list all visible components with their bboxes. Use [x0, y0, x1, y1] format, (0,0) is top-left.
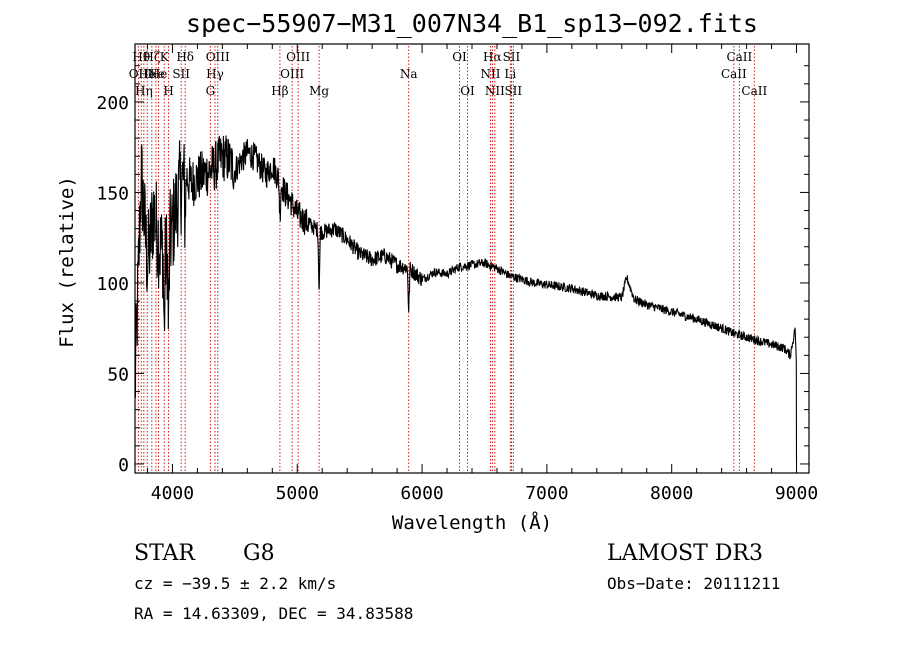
line-marker-label: He [150, 67, 168, 81]
line-marker-label: Na [400, 67, 418, 81]
line-marker-label: SII [172, 67, 190, 81]
line-marker-label: OIII [206, 50, 230, 64]
ra-dec-coordinates: RA = 14.63309, DEC = 34.83588 [134, 604, 413, 623]
object-class: STAR [134, 541, 196, 566]
y-tick-label: 100 [96, 274, 129, 295]
line-marker-label: Hβ [271, 84, 288, 98]
line-marker-label: H [163, 84, 173, 98]
line-marker-label: CaII [726, 50, 752, 64]
line-marker-label: Li [504, 67, 516, 81]
x-axis-label: Wavelength (Å) [392, 511, 552, 534]
line-marker-label: Hθ [132, 50, 150, 64]
line-marker-label: OI [452, 50, 467, 64]
survey-name: LAMOST DR3 [607, 541, 763, 566]
line-marker-label: OIII [280, 67, 304, 81]
line-marker-label: Hζ [143, 50, 160, 64]
line-marker-label: CaII [721, 67, 747, 81]
line-marker-label: Ne [147, 67, 165, 81]
x-tick-label: 7000 [525, 483, 568, 504]
x-tick-label: 5000 [276, 483, 319, 504]
redshift-cz: cz = −39.5 ± 2.2 km/s [134, 574, 336, 593]
line-marker-label: Mg [309, 84, 329, 98]
chart-title: spec−55907−M31_007N34_B1_sp13−092.fits [186, 9, 758, 38]
line-marker-label: Hδ [176, 50, 194, 64]
line-marker-label: Hα [483, 50, 502, 64]
line-marker-label: SII [503, 50, 521, 64]
y-axis-ticks: 0 50 100 150 200 [96, 65, 809, 476]
observation-date: Obs−Date: 20111211 [607, 574, 780, 593]
y-tick-label: 50 [107, 364, 129, 385]
emission-line-markers: OIIHθHηHeHζNeHeKHSIIHδGHγOIIIHβOIIIOIIIM… [129, 46, 767, 473]
line-marker-label: NII [480, 67, 500, 81]
line-marker-label: NII [485, 84, 505, 98]
x-tick-label: 9000 [775, 483, 818, 504]
plot-frame [134, 43, 810, 474]
y-axis-label: Flux (relative) [56, 176, 78, 348]
line-marker-label: K [160, 50, 170, 64]
x-tick-label: 4000 [151, 483, 194, 504]
line-marker-label: Hη [135, 84, 153, 98]
line-marker-label: Hγ [206, 67, 224, 81]
line-marker-label: CaII [741, 84, 767, 98]
line-marker-label: OI [460, 84, 475, 98]
object-subclass: G8 [243, 541, 275, 566]
x-tick-label: 8000 [650, 483, 693, 504]
y-tick-label: 200 [96, 93, 129, 114]
x-axis-ticks: 4000 5000 6000 7000 8000 9000 [146, 44, 818, 504]
spectrum-line [134, 135, 798, 464]
line-marker-label: OIII [286, 50, 310, 64]
line-marker-label: G [206, 84, 216, 98]
x-tick-label: 6000 [400, 483, 443, 504]
line-marker-label: SII [504, 84, 522, 98]
y-tick-label: 150 [96, 183, 129, 204]
spectrum-series [134, 135, 798, 464]
line-marker-label: OII [129, 67, 149, 81]
y-tick-label: 0 [118, 455, 129, 476]
